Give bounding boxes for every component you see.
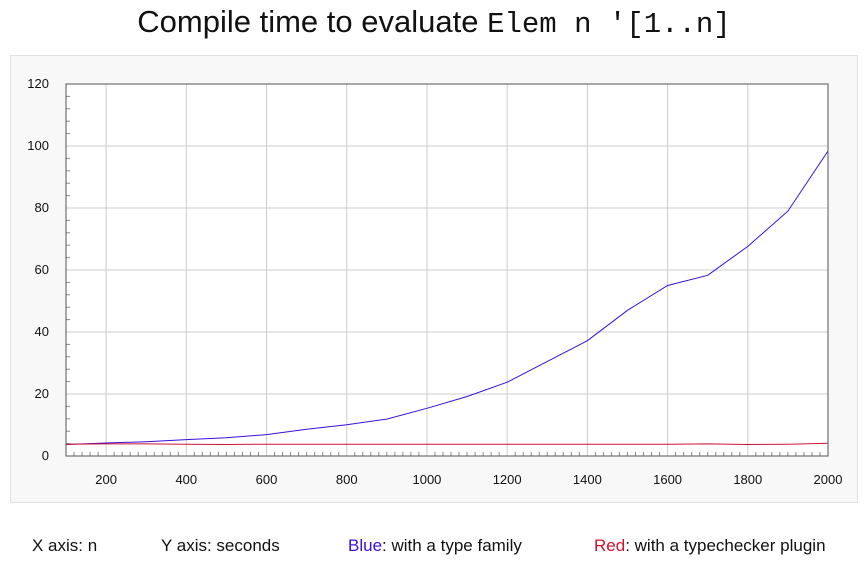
legend-red-text: : with a typechecker plugin bbox=[625, 536, 826, 555]
y-tick-label: 120 bbox=[27, 76, 49, 91]
x-tick-label: 2000 bbox=[814, 472, 843, 487]
series-line-red bbox=[65, 442, 829, 446]
chart-title: Compile time to evaluate Elem n '[1..n] bbox=[0, 4, 868, 41]
y-tick-label: 60 bbox=[35, 262, 49, 277]
x-tick-label: 200 bbox=[95, 472, 117, 487]
y-tick-label: 100 bbox=[27, 138, 49, 153]
series-line-blue bbox=[65, 150, 829, 445]
x-tick-label: 1200 bbox=[493, 472, 522, 487]
footer-x-axis: X axis: n bbox=[32, 536, 98, 555]
y-tick-label: 20 bbox=[35, 386, 49, 401]
series-lines bbox=[65, 150, 829, 446]
footer-red-legend: Red: with a typechecker plugin bbox=[594, 536, 826, 556]
y-tick-label: 80 bbox=[35, 200, 49, 215]
minor-ticks bbox=[66, 95, 821, 456]
x-tick-label: 1800 bbox=[733, 472, 762, 487]
legend-blue-word: Blue bbox=[348, 536, 383, 555]
x-tick-label: 400 bbox=[175, 472, 197, 487]
y-tick-labels: 0 20 40 60 80 100 120 bbox=[27, 76, 49, 463]
chart-title-text: Compile time to evaluate bbox=[137, 4, 488, 39]
footer-y-axis: Y axis: seconds bbox=[161, 536, 280, 555]
footer-blue-legend: Blue: with a type family bbox=[348, 536, 522, 556]
y-tick-label: 0 bbox=[42, 448, 49, 463]
plot-frame bbox=[65, 83, 829, 457]
x-tick-label: 800 bbox=[336, 472, 358, 487]
x-tick-label: 1000 bbox=[412, 472, 441, 487]
legend-red-word: Red bbox=[594, 536, 626, 555]
legend-blue-text: : with a type family bbox=[382, 536, 522, 555]
x-tick-labels: 200 400 600 800 1000 1200 1400 1600 1800 2000 bbox=[95, 472, 842, 487]
chart-title-code: Elem n '[1..n] bbox=[487, 8, 731, 41]
y-tick-label: 40 bbox=[35, 324, 49, 339]
x-tick-label: 600 bbox=[256, 472, 278, 487]
x-tick-label: 1400 bbox=[573, 472, 602, 487]
x-tick-label: 1600 bbox=[653, 472, 682, 487]
